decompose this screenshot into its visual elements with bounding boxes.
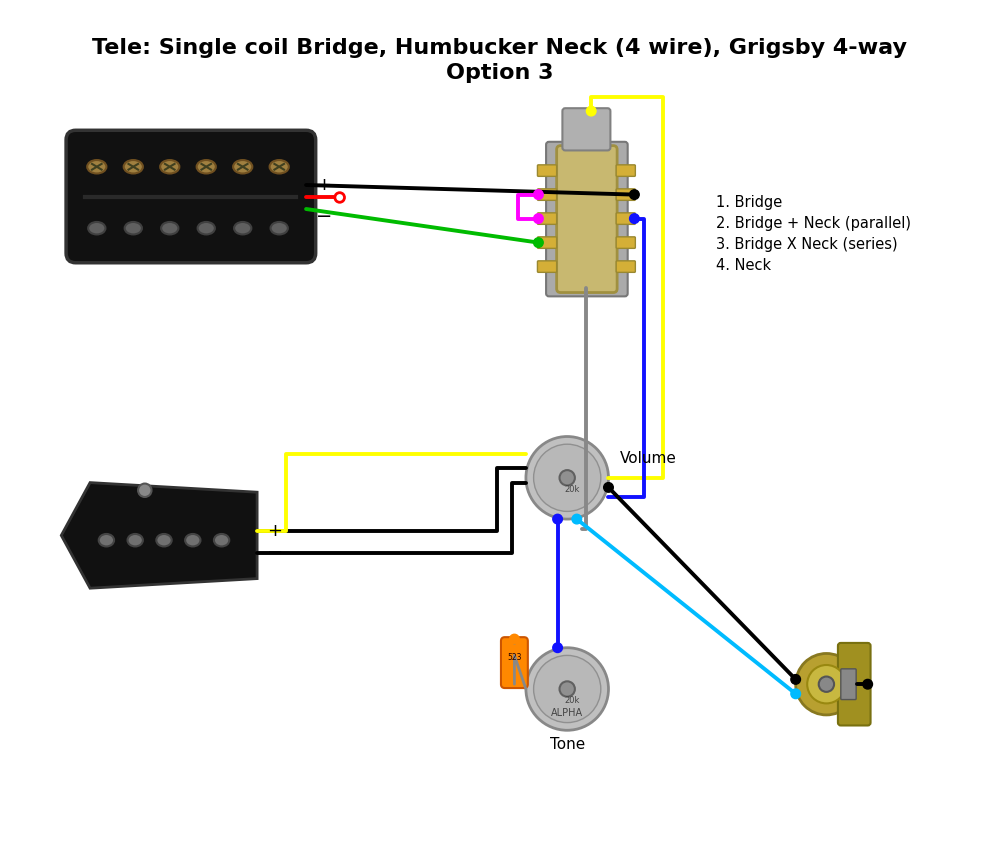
Circle shape: [796, 654, 857, 715]
FancyBboxPatch shape: [557, 145, 617, 292]
FancyBboxPatch shape: [616, 212, 635, 224]
Text: 20k: 20k: [564, 485, 580, 494]
Ellipse shape: [87, 160, 106, 173]
Ellipse shape: [185, 534, 200, 547]
Ellipse shape: [198, 222, 215, 235]
Text: +: +: [316, 176, 331, 194]
Circle shape: [534, 445, 601, 512]
Circle shape: [526, 437, 608, 519]
Circle shape: [335, 193, 344, 202]
FancyBboxPatch shape: [616, 189, 635, 201]
FancyBboxPatch shape: [616, 165, 635, 176]
Text: −: −: [267, 543, 283, 562]
Circle shape: [572, 514, 582, 524]
Circle shape: [630, 190, 639, 200]
Circle shape: [791, 675, 800, 684]
Text: +: +: [267, 522, 282, 540]
FancyBboxPatch shape: [537, 237, 557, 248]
FancyBboxPatch shape: [546, 142, 628, 297]
Ellipse shape: [125, 222, 142, 235]
Ellipse shape: [234, 222, 251, 235]
Ellipse shape: [197, 160, 216, 173]
FancyBboxPatch shape: [66, 130, 316, 263]
FancyBboxPatch shape: [537, 189, 557, 201]
Ellipse shape: [270, 160, 289, 173]
Circle shape: [863, 679, 872, 689]
Text: 523: 523: [507, 653, 522, 662]
Circle shape: [534, 190, 543, 200]
Polygon shape: [61, 483, 257, 588]
Circle shape: [560, 682, 575, 697]
Text: 4. Neck: 4. Neck: [716, 258, 771, 273]
FancyBboxPatch shape: [537, 261, 557, 272]
Circle shape: [819, 677, 834, 692]
Ellipse shape: [99, 534, 114, 547]
FancyBboxPatch shape: [537, 212, 557, 224]
Text: Volume: Volume: [620, 451, 677, 466]
FancyBboxPatch shape: [616, 261, 635, 272]
Text: 20k: 20k: [564, 696, 580, 706]
Ellipse shape: [233, 160, 252, 173]
Text: Tele: Single coil Bridge, Humbucker Neck (4 wire), Grigsby 4-way: Tele: Single coil Bridge, Humbucker Neck…: [92, 37, 908, 58]
FancyBboxPatch shape: [537, 165, 557, 176]
FancyBboxPatch shape: [616, 237, 635, 248]
Circle shape: [553, 514, 562, 524]
FancyBboxPatch shape: [838, 643, 871, 726]
Ellipse shape: [160, 160, 179, 173]
Circle shape: [553, 643, 562, 653]
Text: 2. Bridge + Neck (parallel): 2. Bridge + Neck (parallel): [716, 216, 911, 230]
FancyBboxPatch shape: [841, 669, 856, 700]
Circle shape: [604, 483, 613, 492]
Text: ALPHA: ALPHA: [551, 708, 583, 718]
Ellipse shape: [156, 534, 172, 547]
Text: 3. Bridge X Neck (series): 3. Bridge X Neck (series): [716, 237, 898, 252]
Circle shape: [791, 689, 800, 699]
Circle shape: [138, 484, 152, 497]
Circle shape: [807, 665, 846, 704]
Circle shape: [586, 106, 596, 116]
Circle shape: [526, 648, 608, 730]
Circle shape: [510, 634, 519, 644]
Circle shape: [630, 214, 639, 224]
Ellipse shape: [161, 222, 178, 235]
Circle shape: [534, 655, 601, 722]
Circle shape: [534, 214, 543, 224]
Ellipse shape: [271, 222, 288, 235]
Ellipse shape: [128, 534, 143, 547]
FancyBboxPatch shape: [501, 638, 528, 688]
Ellipse shape: [124, 160, 143, 173]
Circle shape: [534, 238, 543, 247]
Text: 1. Bridge: 1. Bridge: [716, 195, 782, 210]
Text: Option 3: Option 3: [446, 63, 554, 82]
Text: Tone: Tone: [550, 738, 585, 752]
Circle shape: [560, 470, 575, 485]
Ellipse shape: [214, 534, 229, 547]
FancyBboxPatch shape: [562, 108, 610, 150]
Ellipse shape: [88, 222, 105, 235]
Text: −: −: [316, 207, 332, 226]
